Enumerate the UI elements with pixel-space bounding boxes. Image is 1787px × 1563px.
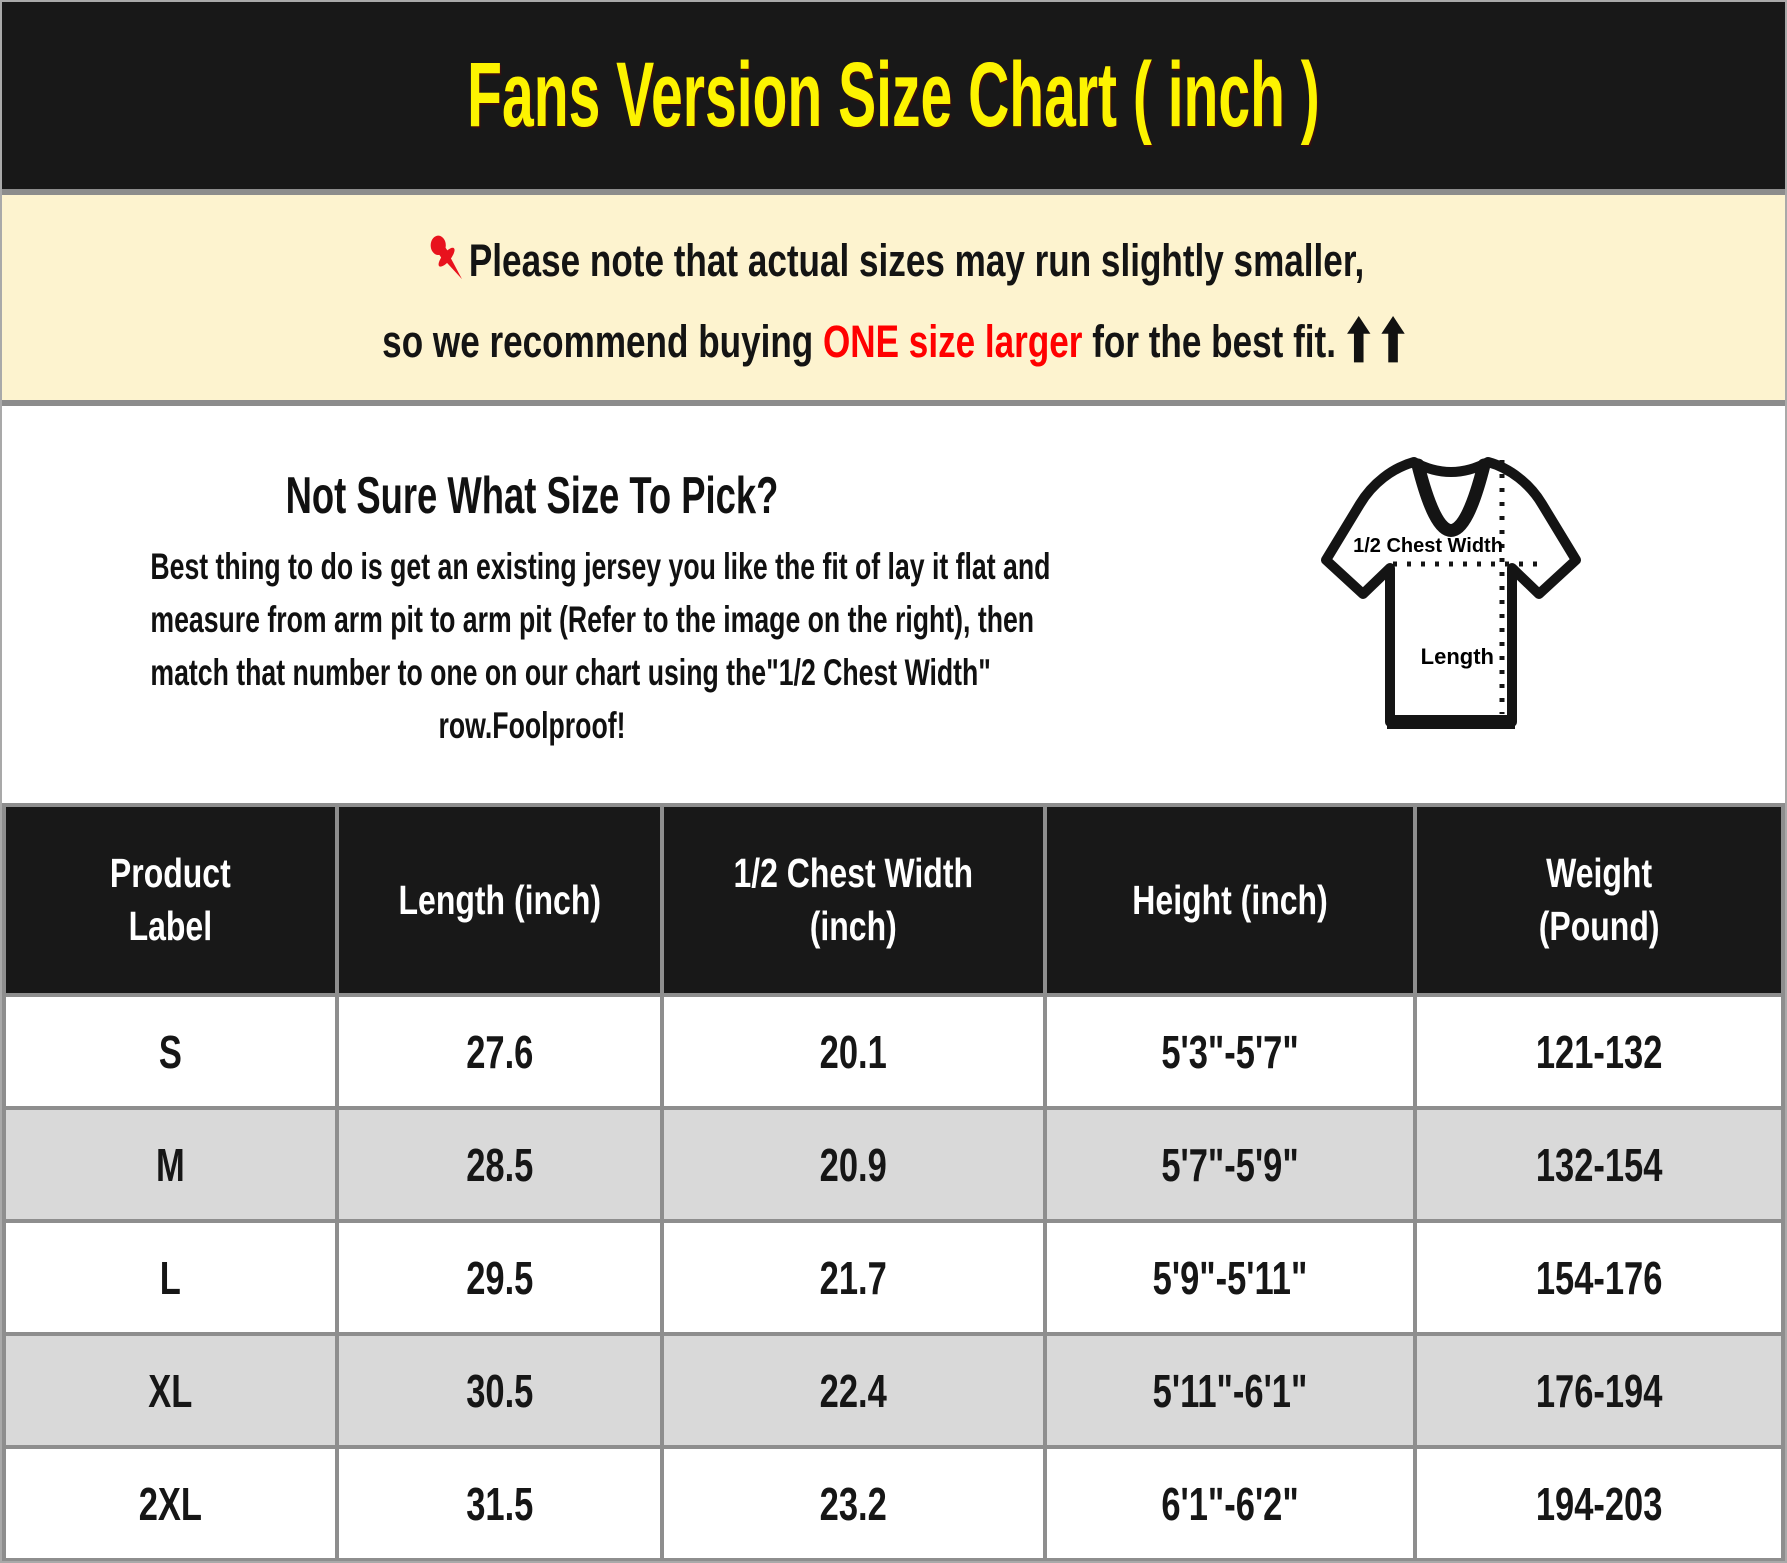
guide-line: match that number to one on our chart us… xyxy=(150,652,991,693)
table-row-l: L 29.5 21.7 5'9"-5'11" 154-176 xyxy=(2,1219,1785,1336)
length-value: 31.5 xyxy=(465,1477,534,1530)
guide-line: measure from arm pit to arm pit (Refer t… xyxy=(150,599,1035,640)
table-row-2xl: 2XL 31.5 23.2 6'1"-6'2" 194-203 xyxy=(2,1445,1785,1561)
header-row: Product Label Length (inch) 1/2 Chest Wi… xyxy=(2,803,1785,997)
weight-value: 154-176 xyxy=(1535,1251,1663,1304)
col-product-label: Product Label xyxy=(2,803,339,997)
col-height: Height (inch) xyxy=(1042,803,1417,997)
tshirt-diagram: 1/2 Chest Width Length xyxy=(1315,446,1587,746)
chest-value: 21.7 xyxy=(819,1251,888,1304)
notice-line-2: so we recommend buying ONE size larger f… xyxy=(382,315,1405,368)
height-value: 5'3"-5'7" xyxy=(1161,1025,1299,1078)
divider xyxy=(2,400,1785,406)
title-bar: Fans Version Size Chart ( inch ) xyxy=(2,2,1785,189)
length-value: 29.5 xyxy=(465,1251,534,1304)
length-value: 27.6 xyxy=(465,1025,534,1078)
size-table: Product Label Length (inch) 1/2 Chest Wi… xyxy=(2,803,1785,1561)
guide-heading: Not Sure What Size To Pick? xyxy=(285,467,779,525)
chest-value: 20.9 xyxy=(819,1138,888,1191)
size-label: XL xyxy=(148,1364,193,1417)
notice-highlight: ONE size larger xyxy=(823,315,1083,367)
sizing-guide-section: Not Sure What Size To Pick? Best thing t… xyxy=(2,406,1785,803)
weight-value: 132-154 xyxy=(1535,1138,1663,1191)
col-half-chest-width: 1/2 Chest Width (inch) xyxy=(660,803,1047,997)
notice-text-2-prefix: so we recommend buying xyxy=(382,315,824,367)
table-row-xl: XL 30.5 22.4 5'11"-6'1" 176-194 xyxy=(2,1332,1785,1449)
guide-line: row.Foolproof! xyxy=(438,705,626,746)
page-title: Fans Version Size Chart ( inch ) xyxy=(467,44,1320,146)
length-value: 30.5 xyxy=(465,1364,534,1417)
notice-text-1: Please note that actual sizes may run sl… xyxy=(468,234,1364,286)
chest-value: 23.2 xyxy=(819,1477,888,1530)
size-label: 2XL xyxy=(138,1477,202,1530)
table-row-m: M 28.5 20.9 5'7"-5'9" 132-154 xyxy=(2,1106,1785,1223)
chest-value: 20.1 xyxy=(819,1025,888,1078)
weight-value: 121-132 xyxy=(1535,1025,1663,1078)
col-length: Length (inch) xyxy=(334,803,665,997)
height-value: 6'1"-6'2" xyxy=(1161,1477,1299,1530)
notice-line-1: Please note that actual sizes may run sl… xyxy=(423,228,1364,290)
height-value: 5'9"-5'11" xyxy=(1152,1251,1308,1304)
arrow-up-icon xyxy=(1346,316,1371,363)
weight-value: 194-203 xyxy=(1535,1477,1663,1530)
notice-text-2-suffix: for the best fit. xyxy=(1082,315,1337,367)
guide-line: Best thing to do is get an existing jers… xyxy=(150,546,1051,587)
col-weight: Weight (Pound) xyxy=(1412,803,1785,997)
chest-value: 22.4 xyxy=(819,1364,888,1417)
tshirt-icon: 1/2 Chest Width Length xyxy=(1321,457,1581,729)
weight-value: 176-194 xyxy=(1535,1364,1663,1417)
divider xyxy=(2,189,1785,195)
length-label: Length xyxy=(1421,644,1494,669)
length-value: 28.5 xyxy=(465,1138,534,1191)
size-label: M xyxy=(155,1138,185,1191)
arrow-up-icon xyxy=(1381,316,1405,363)
size-table-header: Product Label Length (inch) 1/2 Chest Wi… xyxy=(2,803,1785,997)
sizing-guide-text: Not Sure What Size To Pick? Best thing t… xyxy=(2,406,1062,752)
height-value: 5'7"-5'9" xyxy=(1161,1138,1299,1191)
pushpin-icon xyxy=(423,228,471,290)
size-label: L xyxy=(159,1251,181,1304)
height-value: 5'11"-6'1" xyxy=(1152,1364,1308,1417)
notice-banner: Please note that actual sizes may run sl… xyxy=(2,195,1785,400)
size-label: S xyxy=(158,1025,182,1078)
table-row-s: S 27.6 20.1 5'3"-5'7" 121-132 xyxy=(2,993,1785,1110)
chest-width-label: 1/2 Chest Width xyxy=(1353,535,1503,557)
